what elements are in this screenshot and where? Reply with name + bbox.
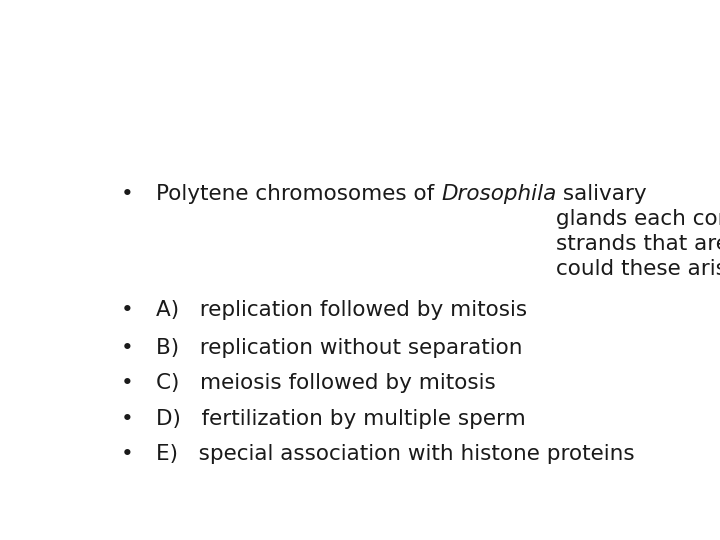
Text: Polytene chromosomes of: Polytene chromosomes of — [156, 184, 441, 204]
Text: A)   replication followed by mitosis: A) replication followed by mitosis — [156, 300, 527, 320]
Text: •: • — [121, 300, 134, 320]
Text: Drosophila: Drosophila — [441, 184, 557, 204]
Text: •: • — [121, 184, 134, 204]
Text: C)   meiosis followed by mitosis: C) meiosis followed by mitosis — [156, 373, 495, 393]
Text: •: • — [121, 373, 134, 393]
Text: salivary
glands each consist of multiple identical DNA
strands that are aligned : salivary glands each consist of multiple… — [557, 184, 720, 279]
Text: B)   replication without separation: B) replication without separation — [156, 338, 523, 358]
Text: •: • — [121, 444, 134, 464]
Text: •: • — [121, 338, 134, 358]
Text: •: • — [121, 409, 134, 429]
Text: D)   fertilization by multiple sperm: D) fertilization by multiple sperm — [156, 409, 526, 429]
Text: E)   special association with histone proteins: E) special association with histone prot… — [156, 444, 634, 464]
